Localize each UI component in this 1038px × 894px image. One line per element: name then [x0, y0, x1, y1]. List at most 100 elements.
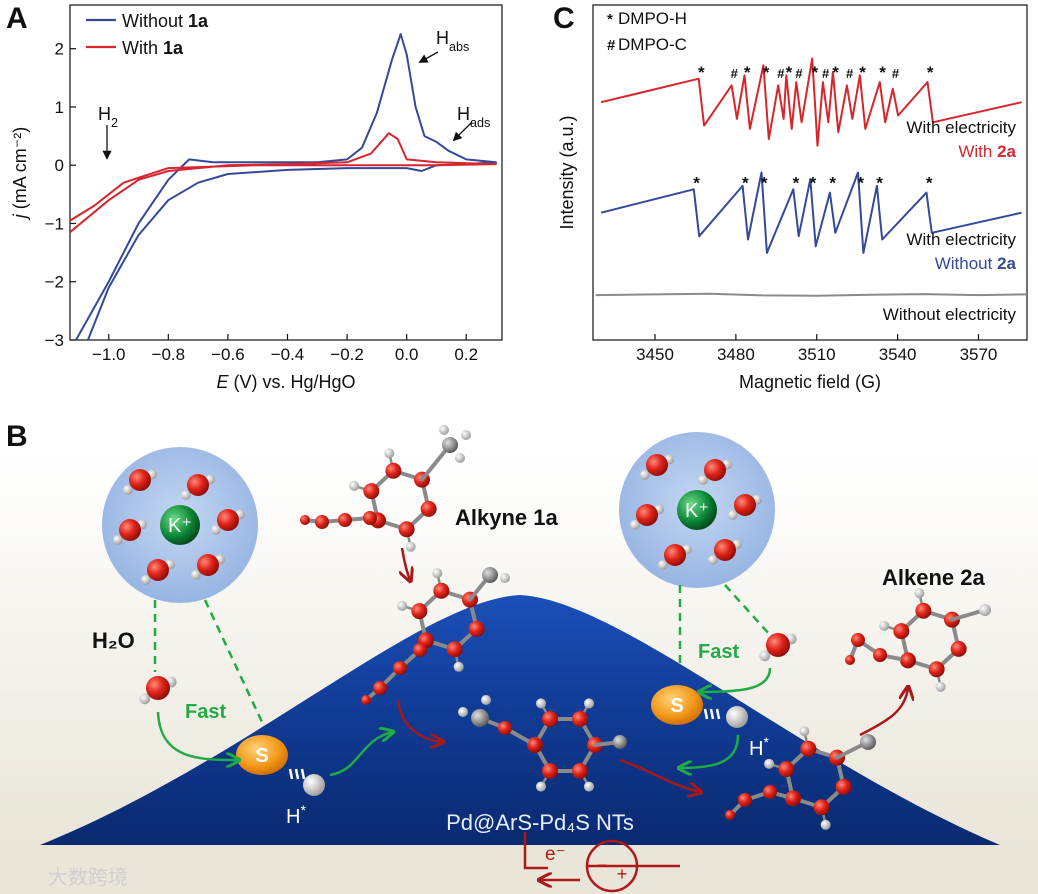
series-label: Without 2a: [935, 254, 1017, 273]
panel-b: [0, 455, 1038, 894]
x-axis-label: Magnetic field (G): [739, 372, 881, 392]
atom: [629, 519, 640, 530]
atom: [455, 453, 465, 463]
arrow: [156, 711, 238, 760]
atom: [393, 661, 407, 675]
atom: [697, 474, 708, 485]
atom: [338, 513, 352, 527]
legend-label: With 1a: [122, 38, 184, 58]
atom: [180, 489, 191, 500]
series-label: Without electricity: [883, 305, 1017, 324]
panel-label: B: [6, 420, 28, 453]
electron-label: e⁻: [545, 844, 566, 865]
legend-label: Without 1a: [122, 11, 209, 31]
atom: [187, 474, 209, 496]
peak-label: *: [926, 174, 933, 193]
wire: [523, 832, 548, 870]
peak-label: *: [742, 174, 749, 193]
atom: [542, 762, 558, 779]
atom: [835, 778, 852, 795]
atom: [734, 494, 756, 516]
atom: [197, 554, 219, 576]
y-tick-label: −3: [45, 331, 64, 350]
peak-label: *: [832, 63, 839, 82]
atom: [664, 544, 686, 566]
annotation: Habs: [436, 28, 469, 54]
water-label: H₂O: [92, 628, 135, 653]
series-label: With 2a: [958, 142, 1016, 161]
atom: [482, 567, 498, 583]
annotation-arrow: [418, 51, 439, 63]
peak-label: *: [859, 63, 866, 82]
atom: [129, 469, 151, 491]
y-axis-label: j (mA cm⁻²): [10, 127, 30, 222]
y-tick-label: −2: [45, 273, 64, 292]
atom: [420, 500, 437, 517]
s-label: S: [670, 695, 683, 717]
charts: A −1.0 −0.8 −0.6 −0.4 −0.2 0.0 0.2 −3 −2 −1 0 1 2 E (V…: [6, 2, 1028, 392]
atom: [914, 588, 925, 599]
x-tick-label: −0.8: [152, 345, 186, 364]
atom: [146, 676, 170, 700]
atom: [778, 761, 795, 778]
y-tick-label: 1: [55, 98, 64, 117]
hash-bond: [715, 708, 721, 720]
atom: [468, 620, 485, 637]
atom: [413, 643, 427, 657]
atom: [471, 709, 489, 727]
atom: [759, 650, 771, 662]
atom: [122, 484, 133, 495]
peak-label: *: [857, 174, 864, 193]
x-tick-label: 0.2: [454, 345, 478, 364]
peak-label: *: [763, 63, 770, 82]
atom: [727, 509, 738, 520]
chart: C 3450 3480 3510 3540 3570 Magnetic field (G) I…: [553, 2, 1028, 392]
atom: [935, 681, 946, 692]
atom: [764, 758, 775, 769]
k-ion-label: K⁺: [168, 515, 192, 537]
atom: [210, 524, 221, 535]
panel-label: C: [553, 2, 575, 35]
series-line: [595, 292, 1027, 297]
peak-label: *: [744, 63, 751, 82]
atom: [928, 661, 945, 678]
arrow: [859, 688, 908, 737]
atom: [500, 573, 510, 583]
x-tick-label: 3480: [717, 345, 755, 364]
atom: [140, 574, 151, 585]
atom: [893, 623, 910, 640]
x-tick-label: 3540: [879, 345, 917, 364]
atom: [190, 569, 201, 580]
atom: [458, 707, 468, 717]
atom: [536, 781, 546, 792]
hash-bond: [294, 768, 300, 780]
x-tick-label: 0.0: [395, 345, 419, 364]
series-label: With electricity: [906, 118, 1016, 137]
atom: [398, 521, 415, 538]
peak-label: *: [786, 63, 793, 82]
x-tick-label: 3510: [798, 345, 836, 364]
x-tick-label: −1.0: [92, 345, 126, 364]
atom: [639, 469, 650, 480]
hash-bond: [288, 768, 294, 780]
atom: [139, 693, 151, 705]
atom: [900, 653, 915, 668]
watermark: 大数跨境: [48, 866, 128, 889]
atom: [584, 698, 594, 709]
x-tick-label: 3570: [960, 345, 998, 364]
atom: [433, 582, 450, 599]
y-tick-label: 2: [55, 40, 64, 59]
atom: [714, 539, 736, 561]
x-tick-label: −0.4: [271, 345, 305, 364]
atom: [300, 515, 310, 525]
atom: [498, 721, 512, 735]
hash-bond: [709, 708, 715, 720]
y-tick-label: 0: [55, 156, 64, 175]
series-line: [600, 171, 1022, 254]
atom: [766, 633, 790, 657]
fast-label: Fast: [698, 641, 739, 663]
x-tick-label: 3450: [636, 345, 674, 364]
catalyst-label: Pd@ArS-Pd₄S NTs: [446, 810, 634, 835]
atom: [363, 483, 380, 500]
